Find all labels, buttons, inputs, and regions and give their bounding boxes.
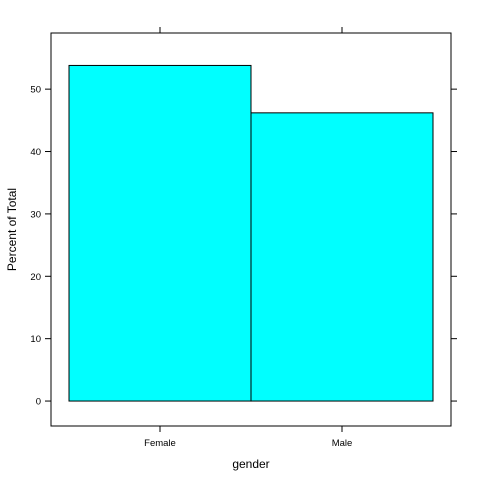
y-tick-label: 0 xyxy=(36,397,41,408)
x-axis-title: gender xyxy=(232,457,269,471)
plot-frame xyxy=(50,32,452,427)
x-tick-label: Female xyxy=(144,438,176,449)
y-axis-title: Percent of Total xyxy=(5,188,19,271)
y-tick-label: 20 xyxy=(30,272,41,283)
y-tick-label: 10 xyxy=(30,334,41,345)
y-tick-label: 40 xyxy=(30,147,41,158)
x-tick-label: Male xyxy=(332,438,353,449)
bars-layer xyxy=(68,64,434,402)
y-tick-label: 30 xyxy=(30,209,41,220)
ticks-layer xyxy=(45,27,457,432)
bar-female xyxy=(68,64,252,402)
tick-labels-layer: Female Male 0 10 20 30 40 50 xyxy=(30,85,352,449)
y-tick-label: 50 xyxy=(30,85,41,96)
bar-male xyxy=(250,112,434,402)
